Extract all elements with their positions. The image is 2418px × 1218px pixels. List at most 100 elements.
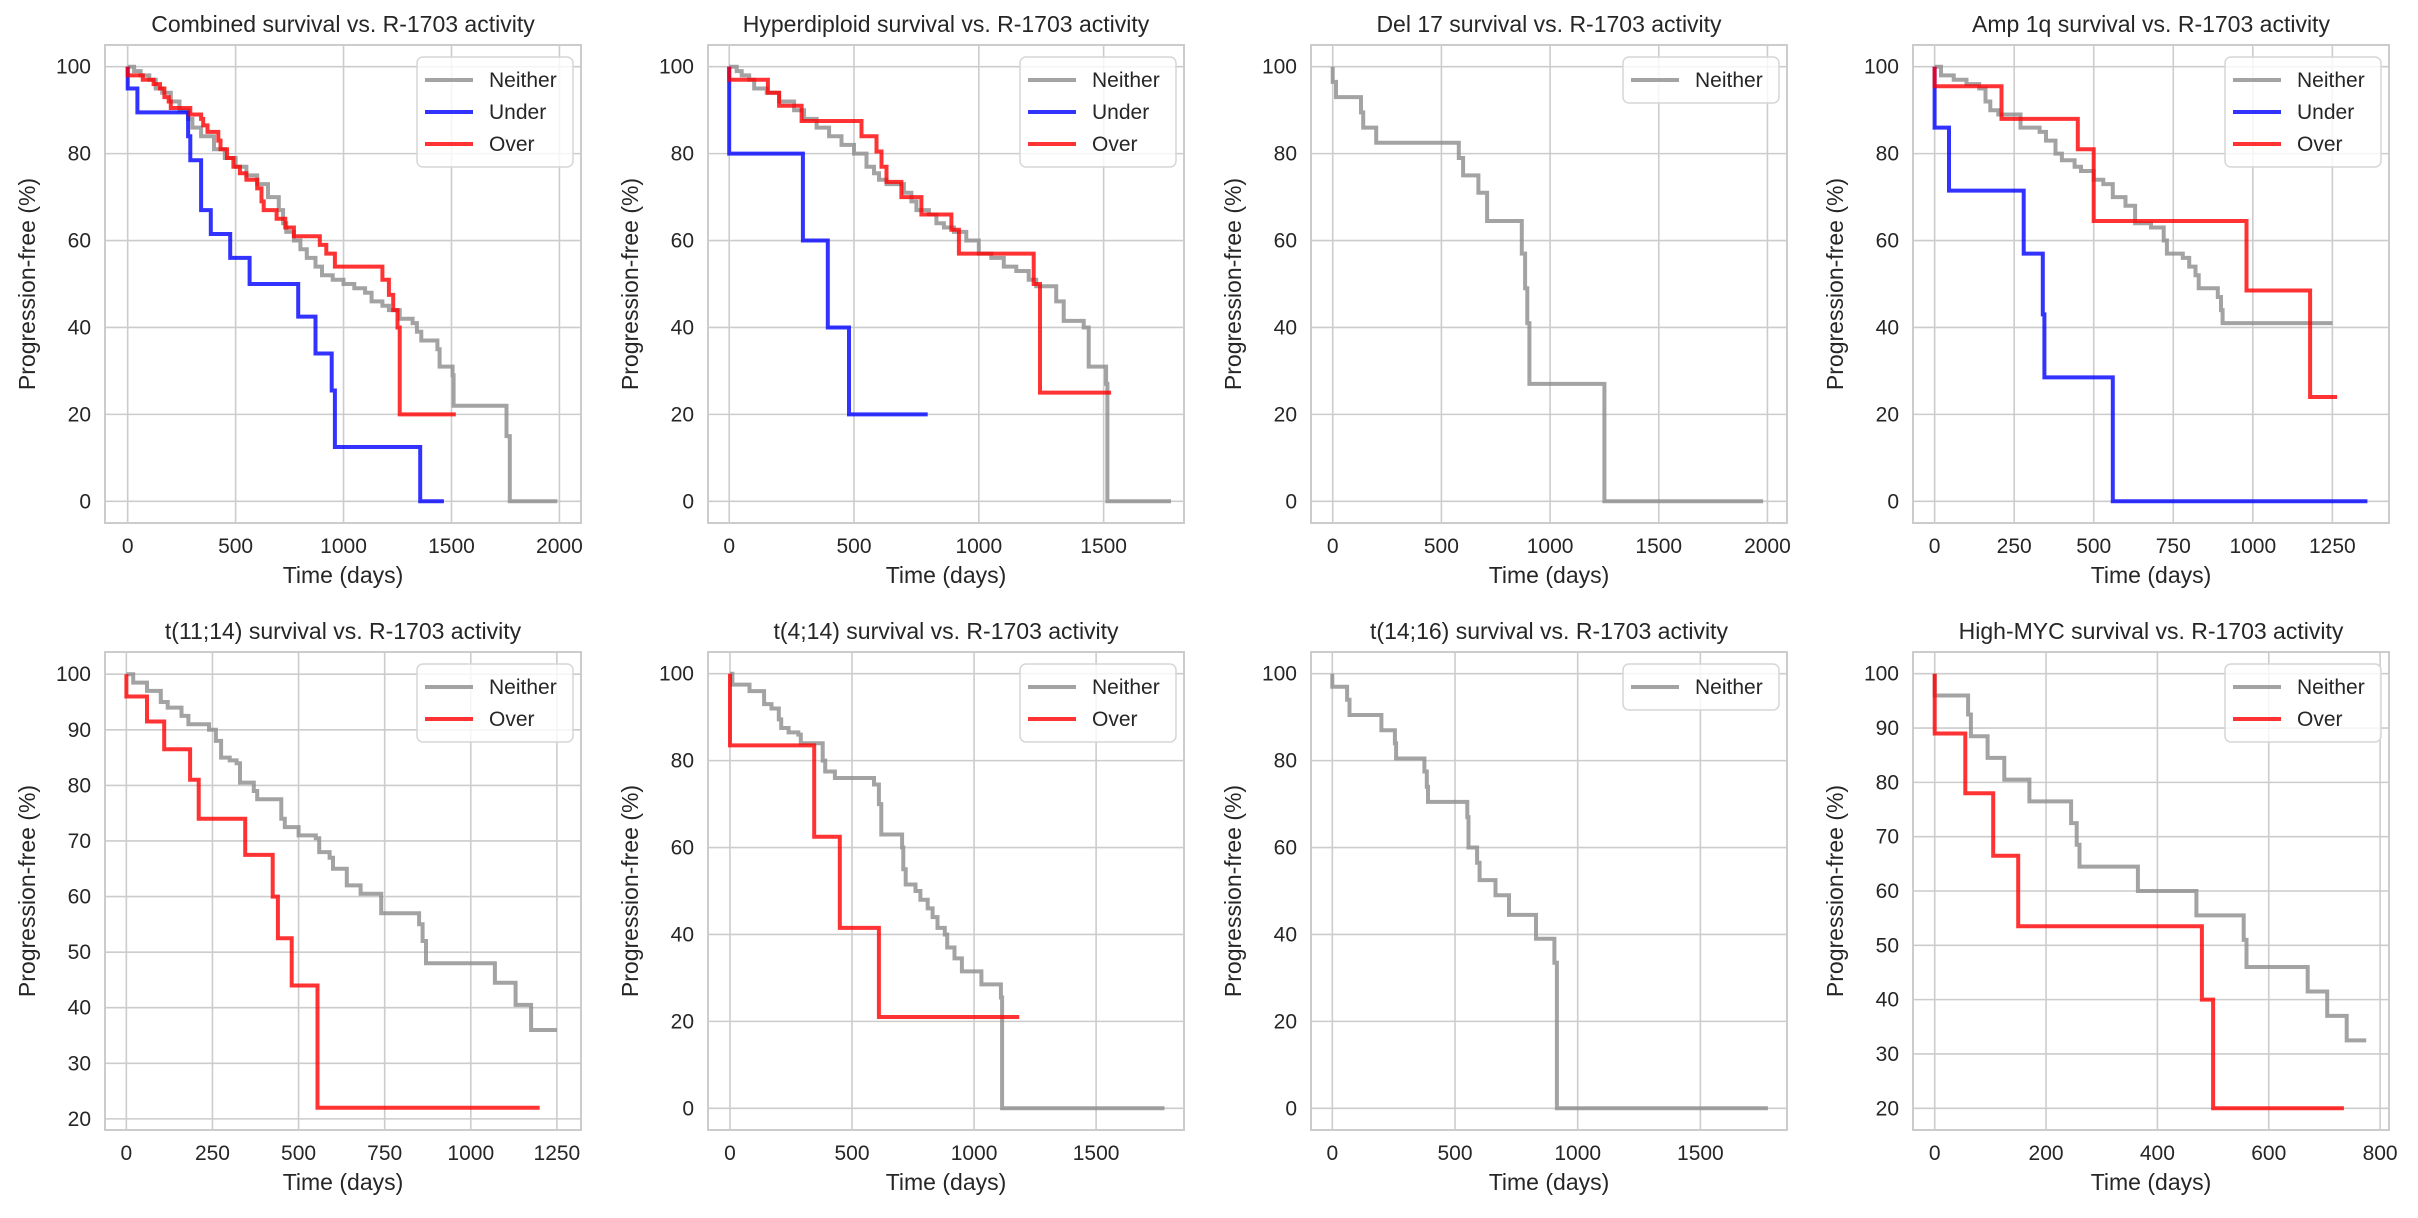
y-axis-label: Progression-free (%) <box>14 178 40 390</box>
curve-over <box>727 66 1112 395</box>
axes-frame <box>1310 651 1788 1131</box>
x-tick-label: 500 <box>834 1142 869 1165</box>
x-tick-label: 0 <box>121 1142 133 1165</box>
x-tick-label: 1000 <box>951 1142 998 1165</box>
legend: Neither Over <box>1019 663 1177 743</box>
legend-box <box>416 663 574 743</box>
panel-combined: 0 500 1000 1500 2000 0 20 40 60 80 100 Combined sur… <box>14 11 583 588</box>
series-group <box>1932 673 2367 1111</box>
y-tick-label: 80 <box>1876 771 1899 794</box>
y-tick-label: 40 <box>1274 316 1297 339</box>
x-axis-label: Time (days) <box>886 562 1007 588</box>
x-tick-label: 500 <box>2076 535 2111 558</box>
curve-over <box>124 674 540 1110</box>
legend-label-over: Over <box>489 133 535 156</box>
x-axis-label: Time (days) <box>283 562 404 588</box>
panel-amp-1q: 0 250 500 750 1000 1250 0 20 40 60 80 100 Amp 1q sur… <box>1822 11 2390 588</box>
grid <box>1311 652 1787 1130</box>
legend-box <box>1622 56 1780 104</box>
x-tick-label: 1250 <box>534 1142 581 1165</box>
y-tick-label: 40 <box>1876 316 1899 339</box>
x-tick-label: 1000 <box>955 535 1002 558</box>
y-tick-label: 20 <box>68 403 91 426</box>
x-tick-label: 400 <box>2140 1142 2175 1165</box>
panel-t-4-14: 0 500 1000 1500 0 20 40 60 80 100 t(4;14) survival… <box>617 618 1185 1195</box>
curve-over <box>728 673 1020 1019</box>
legend-label-under: Under <box>1092 101 1149 124</box>
y-tick-label: 50 <box>68 941 91 964</box>
x-tick-label: 0 <box>1929 1142 1941 1165</box>
legend-box <box>2224 56 2382 168</box>
legend-box <box>2224 663 2382 743</box>
y-tick-label: 80 <box>671 143 694 166</box>
curve-over <box>125 66 456 417</box>
y-tick-label: 90 <box>1876 717 1899 740</box>
chart-title: t(11;14) survival vs. R-1703 activity <box>165 618 522 644</box>
y-tick-label: 30 <box>1876 1043 1899 1066</box>
x-tick-label: 500 <box>1438 1142 1473 1165</box>
y-tick-label: 40 <box>1876 989 1899 1012</box>
legend-label-over: Over <box>1092 708 1138 731</box>
x-axis-label: Time (days) <box>886 1169 1007 1195</box>
y-tick-label: 0 <box>1285 1097 1297 1120</box>
chart-title: Del 17 survival vs. R-1703 activity <box>1376 11 1722 37</box>
x-tick-label: 250 <box>195 1142 230 1165</box>
legend: Neither Over <box>2224 663 2382 743</box>
y-tick-label: 20 <box>1876 1097 1899 1120</box>
series-group <box>1330 66 1764 504</box>
y-tick-label: 70 <box>68 830 91 853</box>
chart-title: t(4;14) survival vs. R-1703 activity <box>773 618 1119 644</box>
y-tick-label: 40 <box>671 923 694 946</box>
y-tick-label: 0 <box>1887 490 1899 513</box>
y-tick-label: 20 <box>1274 1010 1297 1033</box>
chart-title: High-MYC survival vs. R-1703 activity <box>1959 618 2344 644</box>
x-tick-label: 250 <box>1997 535 2032 558</box>
legend-box <box>416 56 574 168</box>
legend-label-over: Over <box>2297 708 2343 731</box>
x-tick-label: 1500 <box>1080 535 1127 558</box>
y-tick-label: 60 <box>1876 880 1899 903</box>
y-tick-label: 60 <box>1274 837 1297 860</box>
panel-t-14-16: 0 500 1000 1500 0 20 40 60 80 100 t(14;16) surviva… <box>1220 618 1788 1195</box>
y-tick-label: 100 <box>56 663 91 686</box>
y-tick-label: 60 <box>68 230 91 253</box>
y-tick-label: 0 <box>79 490 91 513</box>
series-group <box>728 671 1165 1111</box>
legend: Neither Under Over <box>416 56 574 168</box>
series-group <box>1932 64 2368 504</box>
legend-label-under: Under <box>2297 101 2354 124</box>
panel-hyperdiploid: 0 500 1000 1500 0 20 40 60 80 100 Hyperdiploid sur… <box>617 11 1185 588</box>
x-tick-label: 1000 <box>1554 1142 1601 1165</box>
series-group <box>125 64 558 504</box>
curve-under <box>125 66 444 504</box>
axes-frame <box>1912 44 2390 524</box>
axes-frame <box>707 651 1185 1131</box>
y-tick-label: 80 <box>1876 143 1899 166</box>
x-tick-label: 600 <box>2251 1142 2286 1165</box>
y-tick-label: 40 <box>671 316 694 339</box>
legend-label-neither: Neither <box>2297 69 2365 92</box>
legend-label-neither: Neither <box>1695 676 1763 699</box>
y-tick-label: 0 <box>1285 490 1297 513</box>
y-tick-label: 20 <box>68 1108 91 1131</box>
x-tick-label: 800 <box>2363 1142 2398 1165</box>
y-tick-label: 20 <box>671 403 694 426</box>
legend-label-over: Over <box>489 708 535 731</box>
legend-box <box>1622 663 1780 711</box>
x-tick-label: 1000 <box>2229 535 2276 558</box>
x-tick-label: 500 <box>281 1142 316 1165</box>
axes-frame <box>104 44 582 524</box>
y-axis-label: Progression-free (%) <box>14 785 40 997</box>
x-tick-label: 0 <box>723 535 735 558</box>
x-tick-label: 500 <box>1424 535 1459 558</box>
x-tick-label: 1500 <box>428 535 475 558</box>
x-axis-label: Time (days) <box>2091 1169 2212 1195</box>
y-tick-label: 70 <box>1876 826 1899 849</box>
chart-title: Combined survival vs. R-1703 activity <box>151 11 535 37</box>
x-tick-label: 1000 <box>447 1142 494 1165</box>
curve-neither <box>127 64 558 504</box>
panel-high-myc: 0 200 400 600 800 20 30 40 50 60 70 80 90 100 High-MYC… <box>1822 618 2398 1195</box>
x-tick-label: 0 <box>122 535 134 558</box>
series-group <box>1330 673 1768 1111</box>
